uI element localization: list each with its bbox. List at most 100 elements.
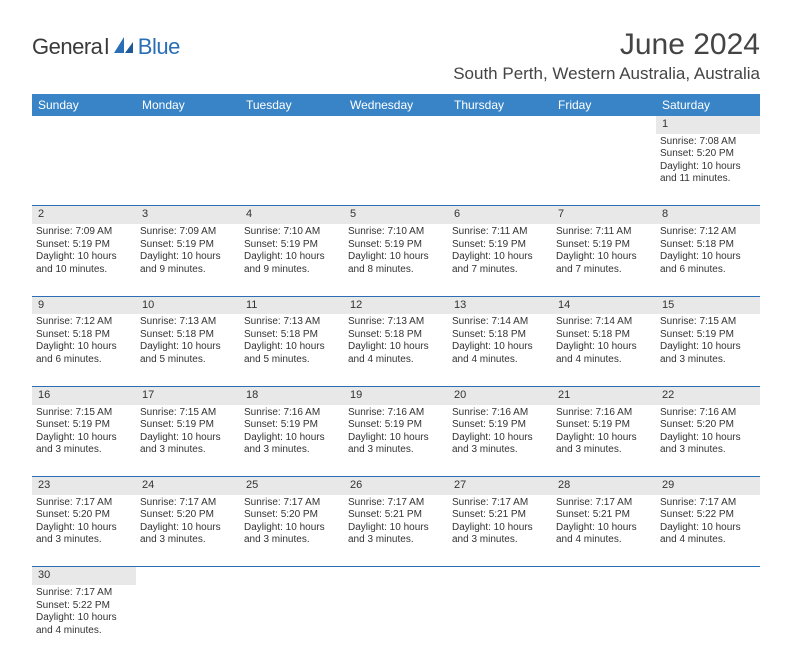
day-number: 3 [136,206,240,224]
day-number [448,567,552,585]
daylight1-text: Daylight: 10 hours [244,251,340,264]
day-cell [32,134,136,206]
sunset-text: Sunset: 5:19 PM [140,239,236,252]
day-number: 26 [344,477,448,495]
day-cell: Sunrise: 7:16 AMSunset: 5:19 PMDaylight:… [448,405,552,477]
sunrise-text: Sunrise: 7:09 AM [36,226,132,239]
day-number [656,567,760,585]
day-cell: Sunrise: 7:17 AMSunset: 5:20 PMDaylight:… [136,495,240,567]
sunset-text: Sunset: 5:19 PM [36,239,132,252]
daylight1-text: Daylight: 10 hours [36,251,132,264]
sunset-text: Sunset: 5:20 PM [36,509,132,522]
daylight2-text: and 3 minutes. [244,444,340,457]
weekday-header: Sunday [32,94,136,116]
day-number: 24 [136,477,240,495]
day-number: 18 [240,386,344,404]
sunset-text: Sunset: 5:19 PM [452,419,548,432]
day-number: 14 [552,296,656,314]
sunset-text: Sunset: 5:19 PM [244,239,340,252]
daylight1-text: Daylight: 10 hours [452,341,548,354]
daylight2-text: and 7 minutes. [452,264,548,277]
day-cell: Sunrise: 7:16 AMSunset: 5:19 PMDaylight:… [240,405,344,477]
day-number-row: 1 [32,116,760,134]
day-cell [136,134,240,206]
sunset-text: Sunset: 5:19 PM [348,419,444,432]
day-cell [448,585,552,657]
sunset-text: Sunset: 5:19 PM [140,419,236,432]
sunset-text: Sunset: 5:20 PM [660,148,756,161]
sunset-text: Sunset: 5:18 PM [244,329,340,342]
sunrise-text: Sunrise: 7:13 AM [244,316,340,329]
weekday-header-row: SundayMondayTuesdayWednesdayThursdayFrid… [32,94,760,116]
daylight2-text: and 3 minutes. [556,444,652,457]
day-number: 16 [32,386,136,404]
sunrise-text: Sunrise: 7:16 AM [348,407,444,420]
sunrise-text: Sunrise: 7:13 AM [348,316,444,329]
sunrise-text: Sunrise: 7:17 AM [244,497,340,510]
daylight2-text: and 3 minutes. [36,444,132,457]
sunset-text: Sunset: 5:19 PM [556,239,652,252]
day-cell [552,585,656,657]
daylight1-text: Daylight: 10 hours [36,432,132,445]
day-number: 19 [344,386,448,404]
daylight1-text: Daylight: 10 hours [244,341,340,354]
daylight2-text: and 6 minutes. [660,264,756,277]
sunrise-text: Sunrise: 7:17 AM [452,497,548,510]
weekday-header: Wednesday [344,94,448,116]
day-number [448,116,552,134]
day-cell [344,134,448,206]
month-title: June 2024 [453,28,760,62]
day-cell: Sunrise: 7:15 AMSunset: 5:19 PMDaylight:… [136,405,240,477]
daylight1-text: Daylight: 10 hours [36,612,132,625]
day-details-row: Sunrise: 7:08 AMSunset: 5:20 PMDaylight:… [32,134,760,206]
daylight1-text: Daylight: 10 hours [556,251,652,264]
daylight1-text: Daylight: 10 hours [36,341,132,354]
sunset-text: Sunset: 5:19 PM [556,419,652,432]
day-number [240,116,344,134]
day-number: 11 [240,296,344,314]
sunset-text: Sunset: 5:21 PM [556,509,652,522]
sunset-text: Sunset: 5:19 PM [36,419,132,432]
day-number-row: 23242526272829 [32,477,760,495]
day-number: 27 [448,477,552,495]
day-cell [656,585,760,657]
sunset-text: Sunset: 5:19 PM [244,419,340,432]
weekday-header: Saturday [656,94,760,116]
day-cell: Sunrise: 7:10 AMSunset: 5:19 PMDaylight:… [240,224,344,296]
day-number-row: 2345678 [32,206,760,224]
sunrise-text: Sunrise: 7:16 AM [660,407,756,420]
day-cell: Sunrise: 7:17 AMSunset: 5:21 PMDaylight:… [448,495,552,567]
daylight2-text: and 4 minutes. [36,625,132,638]
sunset-text: Sunset: 5:20 PM [660,419,756,432]
daylight2-text: and 4 minutes. [660,534,756,547]
day-number: 4 [240,206,344,224]
day-cell: Sunrise: 7:16 AMSunset: 5:19 PMDaylight:… [344,405,448,477]
weekday-header: Tuesday [240,94,344,116]
day-number: 25 [240,477,344,495]
sunset-text: Sunset: 5:20 PM [244,509,340,522]
sunrise-text: Sunrise: 7:10 AM [244,226,340,239]
sunrise-text: Sunrise: 7:17 AM [36,497,132,510]
daylight1-text: Daylight: 10 hours [556,522,652,535]
day-number: 28 [552,477,656,495]
day-cell [136,585,240,657]
daylight1-text: Daylight: 10 hours [348,251,444,264]
sunset-text: Sunset: 5:18 PM [140,329,236,342]
day-cell: Sunrise: 7:13 AMSunset: 5:18 PMDaylight:… [240,314,344,386]
day-cell: Sunrise: 7:11 AMSunset: 5:19 PMDaylight:… [552,224,656,296]
daylight2-text: and 3 minutes. [660,354,756,367]
sunrise-text: Sunrise: 7:08 AM [660,136,756,149]
sunrise-text: Sunrise: 7:16 AM [556,407,652,420]
sunset-text: Sunset: 5:22 PM [660,509,756,522]
sunset-text: Sunset: 5:18 PM [36,329,132,342]
sunrise-text: Sunrise: 7:17 AM [140,497,236,510]
sunset-text: Sunset: 5:18 PM [660,239,756,252]
sunrise-text: Sunrise: 7:11 AM [452,226,548,239]
daylight2-text: and 4 minutes. [348,354,444,367]
day-number: 10 [136,296,240,314]
daylight1-text: Daylight: 10 hours [556,432,652,445]
day-number: 23 [32,477,136,495]
sunrise-text: Sunrise: 7:13 AM [140,316,236,329]
daylight2-text: and 5 minutes. [140,354,236,367]
daylight2-text: and 3 minutes. [244,534,340,547]
